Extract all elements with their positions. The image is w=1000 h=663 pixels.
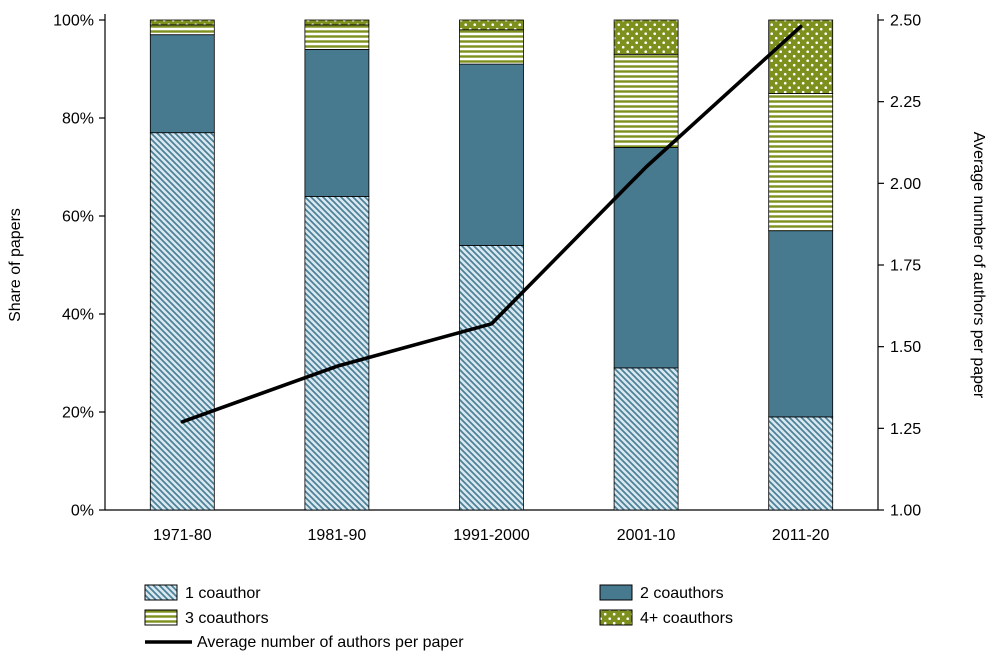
legend-label: 1 coauthor [185,585,261,602]
y-axis-left-tick-label: 100% [53,13,94,30]
y-axis-right-tick-label: 1.50 [890,339,921,356]
y-axis-right-title: Average number of authors per paper [970,132,987,399]
bar-segment-2-coauthors [149,34,215,134]
bar-segment-4+-coauthors [613,19,679,55]
bar-segment-2-coauthors [768,230,834,418]
bar-segment-2-coauthors [304,49,370,197]
y-axis-right-tick-label: 1.75 [890,258,921,275]
legend-label: 3 coauthors [185,610,269,627]
y-axis-left-tick-label: 80% [62,111,94,128]
y-axis-left-title: Share of papers [7,208,24,322]
bar-segment-3-coauthors [613,53,679,148]
bar-segment-4+-coauthors [304,19,370,26]
bar-segment-3-coauthors [149,24,215,36]
y-axis-left-tick-label: 60% [62,209,94,226]
bar-segment-3-coauthors [768,93,834,232]
bar-segment-3-coauthors [304,24,370,50]
y-axis-right-tick-label: 2.50 [890,13,921,30]
bar-segment-4+-coauthors [459,19,524,31]
legend-label-line: Average number of authors per paper [197,634,464,651]
x-axis-category-label: 2001-10 [617,527,676,544]
legend-swatch-1-coauthor [144,584,178,601]
y-axis-right-tick-label: 1.00 [890,503,921,520]
bar-segment-1-coauthor [613,367,679,511]
x-axis-category-label: 2011-20 [772,527,830,544]
bar-segment-1-coauthor [149,132,215,511]
y-axis-right-tick-label: 1.25 [890,421,921,438]
bar-segment-2-coauthors [459,63,524,246]
legend-label: 4+ coauthors [640,610,733,627]
y-axis-left-tick-label: 20% [62,405,94,422]
y-axis-left-tick-label: 0% [71,503,94,520]
bar-segment-1-coauthor [459,244,524,511]
y-axis-left-tick-label: 40% [62,307,94,324]
legend-swatch-3-coauthors [144,609,178,626]
bar-segment-1-coauthor [304,195,370,511]
bar-segment-2-coauthors [613,146,679,369]
x-axis-category-label: 1991-2000 [453,527,530,544]
average-authors-line [180,24,803,424]
legend-label: 2 coauthors [640,585,724,602]
y-axis-right-tick-label: 2.25 [890,94,921,111]
legend-swatch-4+-coauthors [599,609,633,626]
x-axis-category-label: 1971-80 [153,527,212,544]
bar-segment-4+-coauthors [149,19,215,26]
bar-segment-4+-coauthors [768,19,834,94]
bar-segment-3-coauthors [459,29,524,65]
bar-segment-1-coauthor [768,416,834,511]
y-axis-right-tick-label: 2.00 [890,176,921,193]
legend-swatch-2-coauthors [599,584,633,601]
x-axis-category-label: 1981-90 [308,527,367,544]
